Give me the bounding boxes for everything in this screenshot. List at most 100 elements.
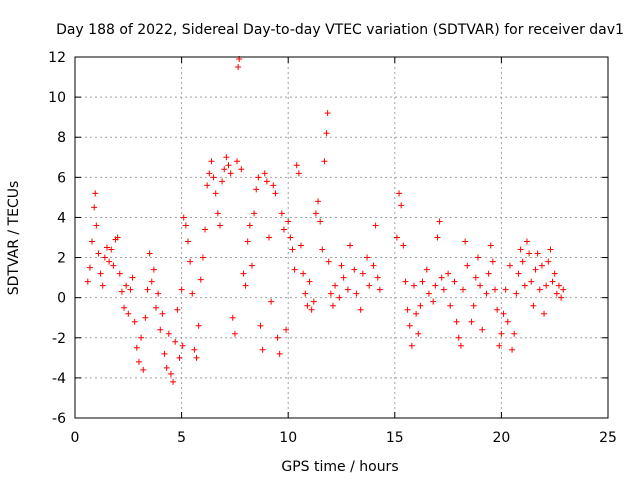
- data-point: [235, 64, 242, 71]
- x-tick-label: 20: [492, 430, 510, 446]
- x-axis-label: GPS time / hours: [281, 459, 398, 475]
- data-point: [287, 234, 294, 241]
- data-point: [172, 338, 179, 345]
- data-point: [472, 274, 479, 281]
- y-tick-label: -2: [52, 331, 66, 347]
- data-point: [523, 238, 530, 245]
- data-point: [477, 282, 484, 289]
- data-point: [93, 222, 100, 229]
- data-point: [553, 290, 560, 297]
- x-tick-label: 5: [177, 430, 186, 446]
- data-point: [408, 342, 415, 349]
- data-point: [485, 270, 492, 277]
- data-point: [415, 330, 422, 337]
- data-point: [238, 166, 245, 173]
- data-point: [240, 270, 247, 277]
- data-point: [150, 266, 157, 273]
- data-point: [223, 154, 230, 161]
- y-tick-label: 0: [57, 291, 66, 307]
- data-point: [498, 330, 505, 337]
- data-point: [364, 254, 371, 261]
- data-point: [489, 258, 496, 265]
- data-point: [167, 370, 174, 377]
- data-point: [425, 290, 432, 297]
- y-tick-label: 12: [48, 50, 66, 66]
- data-point: [193, 354, 200, 361]
- data-point: [242, 282, 249, 289]
- data-point: [502, 286, 509, 293]
- data-point: [178, 286, 185, 293]
- data-point: [140, 366, 147, 373]
- data-point: [528, 278, 535, 285]
- data-point: [404, 306, 411, 313]
- data-point: [370, 262, 377, 269]
- plot-frame: [74, 56, 609, 419]
- data-point: [129, 274, 136, 281]
- data-point: [216, 222, 223, 229]
- data-point: [103, 244, 110, 251]
- data-point: [410, 282, 417, 289]
- data-point: [517, 246, 524, 253]
- data-point: [504, 318, 511, 325]
- data-point: [347, 242, 354, 249]
- data-point: [547, 246, 554, 253]
- data-point: [325, 258, 332, 265]
- data-point: [91, 204, 98, 211]
- data-point: [259, 346, 266, 353]
- data-point: [291, 266, 298, 273]
- data-point: [208, 158, 215, 165]
- data-point: [329, 302, 336, 309]
- data-point: [506, 262, 513, 269]
- data-point: [234, 158, 241, 165]
- data-point: [393, 234, 400, 241]
- data-point: [417, 302, 424, 309]
- data-point: [206, 170, 213, 177]
- data-point: [270, 182, 277, 189]
- data-point: [521, 282, 528, 289]
- data-point: [551, 270, 558, 277]
- y-tick-label: 4: [57, 210, 66, 226]
- chart-title: Day 188 of 2022, Sidereal Day-to-day VTE…: [56, 22, 624, 38]
- data-point: [558, 294, 565, 301]
- data-point: [432, 282, 439, 289]
- data-point: [324, 110, 331, 117]
- data-point: [227, 170, 234, 177]
- data-point: [451, 278, 458, 285]
- x-tick-label: 0: [71, 430, 80, 446]
- x-tick-label: 25: [599, 430, 617, 446]
- data-point: [338, 262, 345, 269]
- data-point: [280, 226, 287, 233]
- data-point: [445, 270, 452, 277]
- data-point: [455, 334, 462, 341]
- data-point: [400, 242, 407, 249]
- data-point: [179, 342, 186, 349]
- data-point: [300, 270, 307, 277]
- data-point: [366, 282, 373, 289]
- data-point: [204, 182, 211, 189]
- data-point: [541, 310, 548, 317]
- data-point: [138, 334, 145, 341]
- data-point: [315, 198, 322, 205]
- data-point: [344, 286, 351, 293]
- data-point: [268, 298, 275, 305]
- data-point: [312, 210, 319, 217]
- data-point: [108, 246, 115, 253]
- data-point: [323, 130, 330, 137]
- y-tick-label: 2: [57, 251, 66, 267]
- data-point: [221, 166, 228, 173]
- data-point: [500, 310, 507, 317]
- data-point: [272, 190, 279, 197]
- data-point: [487, 242, 494, 249]
- data-point: [165, 330, 172, 337]
- y-tick-label: -4: [52, 371, 66, 387]
- data-point: [396, 190, 403, 197]
- data-point: [170, 378, 177, 385]
- data-point: [406, 322, 413, 329]
- data-point: [131, 318, 138, 325]
- data-point: [492, 286, 499, 293]
- x-tick-label: 10: [279, 430, 297, 446]
- data-point: [530, 302, 537, 309]
- data-point: [176, 354, 183, 361]
- data-point: [184, 238, 191, 245]
- data-point: [496, 342, 503, 349]
